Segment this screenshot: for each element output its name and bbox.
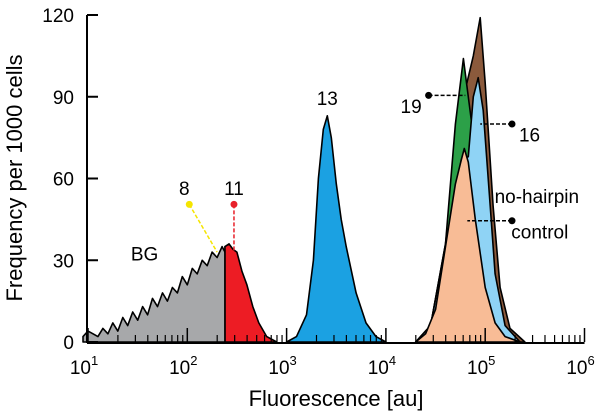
x-tick-exponent: 6 [587,353,594,368]
series-11-dot [230,200,238,208]
label-control-line1: no-hairpin [495,187,580,208]
y-tick-label: 0 [63,333,74,354]
series-16-dot [508,120,516,128]
y-tick-label: 30 [53,251,74,272]
series-no-hairpin-control-area [414,147,521,343]
series-8-dot [185,200,193,208]
histogram-areas [82,16,526,343]
x-tick-label: 106 [566,353,594,379]
x-tick-label: 101 [70,353,98,379]
annotations: BG 8 11 13 19 16 no-hairpin control [131,89,579,265]
label-11: 11 [224,179,244,200]
series-13-area [285,115,387,343]
x-tick-exponent: 4 [389,353,396,368]
label-16: 16 [519,126,540,147]
label-13: 13 [317,89,338,110]
series-11-area [224,243,278,343]
x-tick-label: 104 [368,353,396,379]
label-bg: BG [131,244,158,265]
series-control-dot [508,217,516,225]
x-tick-label: 103 [268,353,296,379]
y-axis-label: Frequency per 1000 cells [2,54,27,301]
x-tick-exponent: 2 [190,353,197,368]
label-19: 19 [401,97,422,118]
x-tick-label: 105 [467,353,495,379]
y-tick-label: 60 [53,170,74,191]
label-8: 8 [179,179,190,200]
y-tick-label: 120 [42,6,74,27]
x-tick-exponent: 3 [290,353,297,368]
x-tick-exponent: 1 [91,353,98,368]
label-control-line2: control [511,222,568,243]
y-tick-label: 90 [53,88,74,109]
series-19-dot [425,91,433,99]
series-8-leader-line [188,204,218,253]
x-tick-exponent: 5 [488,353,495,368]
x-axis-label: Fluorescence [au] [249,386,424,411]
x-tick-label: 102 [169,353,197,379]
